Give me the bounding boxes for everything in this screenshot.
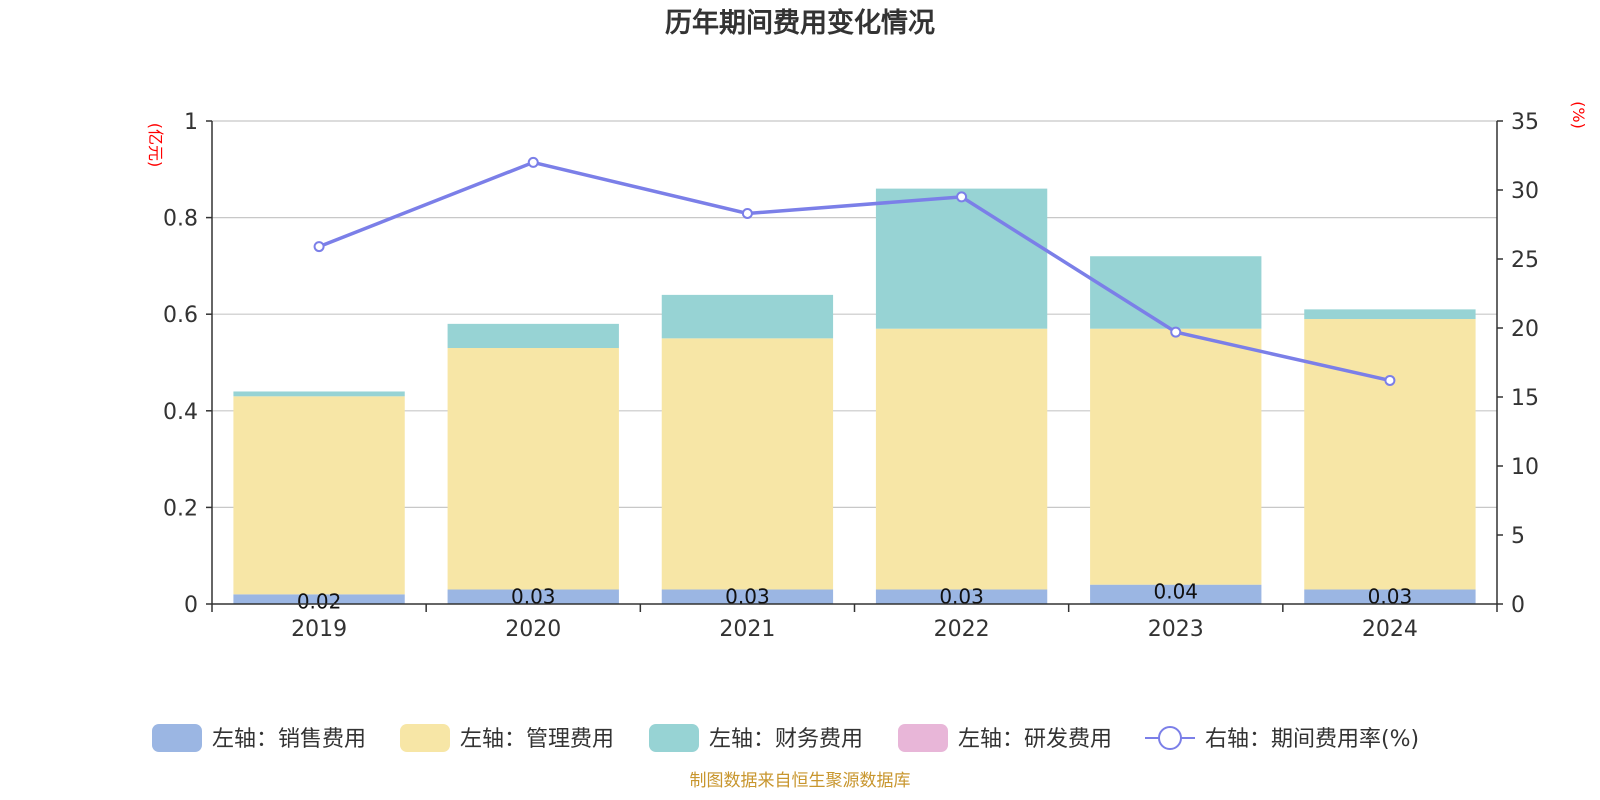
right-tick-label: 10 bbox=[1511, 455, 1539, 480]
bar-segment-2 bbox=[1090, 256, 1262, 329]
bar-segment-0 bbox=[1304, 589, 1476, 604]
rate-point bbox=[1384, 374, 1396, 386]
bar-segment-2 bbox=[1304, 309, 1476, 320]
bar-segment-2 bbox=[447, 323, 619, 349]
bar-segment-1 bbox=[1090, 328, 1262, 585]
right-tick-label: 30 bbox=[1511, 179, 1539, 204]
left-tick-label: 0.8 bbox=[163, 207, 198, 232]
bar-segment-0 bbox=[875, 589, 1048, 604]
gridlines bbox=[212, 120, 1497, 508]
bar-segment-2 bbox=[661, 294, 834, 339]
bar-segment-1 bbox=[661, 338, 834, 590]
legend-swatch bbox=[152, 724, 202, 752]
left-tick-label: 0.2 bbox=[163, 496, 198, 521]
x-tick-label: 2023 bbox=[1148, 617, 1204, 642]
left-tick-label: 0.4 bbox=[163, 400, 198, 425]
left-axis-unit: (亿元) bbox=[146, 123, 165, 168]
legend-label: 左轴：财务费用 bbox=[709, 727, 863, 752]
legend-label: 左轴：销售费用 bbox=[212, 727, 366, 752]
x-tick-label: 2021 bbox=[719, 617, 775, 642]
x-tick-label: 2024 bbox=[1362, 617, 1418, 642]
legend-label: 右轴：期间费用率(%) bbox=[1205, 727, 1419, 752]
rate-point bbox=[1170, 326, 1182, 338]
rate-line bbox=[318, 160, 1391, 383]
data-source-note: 制图数据来自恒生聚源数据库 bbox=[690, 771, 911, 791]
right-tick-label: 5 bbox=[1511, 524, 1525, 549]
legend-swatch bbox=[400, 724, 450, 752]
x-tick-label: 2020 bbox=[505, 617, 561, 642]
bar-segment-1 bbox=[875, 328, 1048, 590]
bar-segment-0 bbox=[1090, 584, 1262, 604]
right-tick-label: 20 bbox=[1511, 317, 1539, 342]
data-label: 0.03 bbox=[939, 585, 984, 609]
data-label: 0.03 bbox=[511, 585, 556, 609]
rate-line-group bbox=[313, 156, 1396, 386]
bar-segment-0 bbox=[661, 589, 834, 604]
left-tick-label: 0 bbox=[184, 593, 198, 618]
x-tick-label: 2022 bbox=[934, 617, 990, 642]
right-tick-label: 25 bbox=[1511, 248, 1539, 273]
rate-point bbox=[741, 207, 753, 219]
left-tick-label: 1 bbox=[184, 110, 198, 135]
bar-segment-2 bbox=[233, 391, 405, 397]
right-axis-unit: (%) bbox=[1569, 101, 1588, 129]
data-label: 0.04 bbox=[1153, 580, 1198, 604]
rate-point bbox=[956, 191, 968, 203]
bar-segment-0 bbox=[447, 589, 619, 604]
legend-marker bbox=[1158, 726, 1182, 750]
legend-swatch bbox=[898, 724, 948, 752]
bar-segment-0 bbox=[233, 594, 405, 604]
legend-swatch bbox=[649, 724, 699, 752]
bar-segment-1 bbox=[1304, 319, 1476, 590]
right-tick-label: 0 bbox=[1511, 593, 1525, 618]
data-label: 0.03 bbox=[725, 585, 770, 609]
rate-point bbox=[527, 156, 539, 168]
legend: 左轴：销售费用 左轴：管理费用 左轴：财务费用 左轴：研发费用 右轴：期间费用率(%) bbox=[152, 724, 1419, 752]
rate-point bbox=[313, 241, 325, 253]
left-tick-label: 0.6 bbox=[163, 303, 198, 328]
x-tick-label: 2019 bbox=[291, 617, 347, 642]
legend-label: 左轴：研发费用 bbox=[958, 727, 1112, 752]
legend-label: 左轴：管理费用 bbox=[460, 727, 614, 752]
data-label: 0.03 bbox=[1368, 585, 1413, 609]
bars bbox=[233, 188, 1476, 604]
bar-segment-1 bbox=[233, 396, 405, 595]
data-label: 0.02 bbox=[297, 589, 342, 613]
right-tick-label: 15 bbox=[1511, 386, 1539, 411]
right-tick-label: 35 bbox=[1511, 110, 1539, 135]
bar-segment-2 bbox=[875, 188, 1048, 329]
bar-segment-1 bbox=[447, 348, 619, 590]
chart-title: 历年期间费用变化情况 bbox=[665, 7, 935, 39]
